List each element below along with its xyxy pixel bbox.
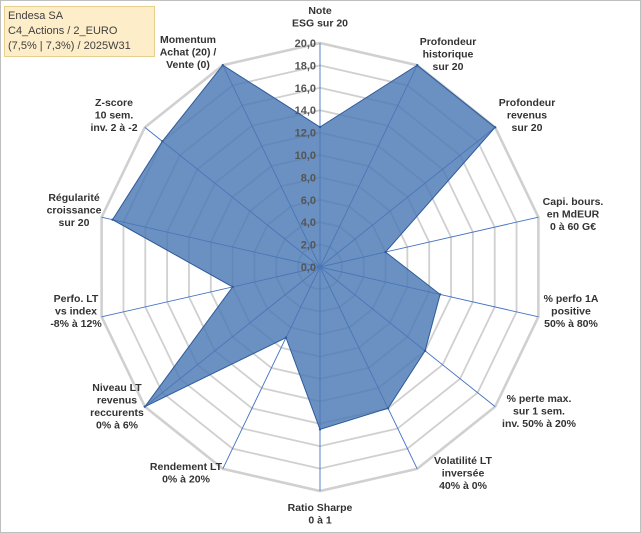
axis-label-line: 50% à 80% (544, 318, 598, 330)
axis-label-line: revenus (507, 110, 547, 122)
axis-label-line: inv. 2 à -2 (90, 122, 137, 134)
tick-label: 12,0 (295, 128, 316, 140)
axis-label-line: sur 20 (433, 61, 464, 73)
tick-label: 6,0 (301, 195, 316, 207)
axis-label: Profondeur revenus sur 20 (499, 97, 556, 134)
info-period: (7,5% | 7,3%) / 2025W31 (8, 40, 131, 52)
tick-label: 10,0 (295, 150, 316, 162)
axis-label-line: inv. 50% à 20% (502, 418, 577, 430)
radar-tick-labels: 0,0 2,0 4,0 6,0 8,0 10,0 12,0 14,0 16,0 18,0 20,0 (295, 38, 316, 274)
axis-label-line: Z-score (95, 97, 133, 109)
axis-label-line: Niveau LT (92, 382, 142, 394)
data-point (415, 63, 419, 67)
tick-label: 8,0 (301, 172, 316, 184)
axis-label-line: Ratio Sharpe (288, 502, 353, 514)
axis-label-line: Rendement LT (150, 461, 223, 473)
axis-label-line: 40% à 0% (439, 480, 488, 492)
axis-label-line: reccurents (90, 407, 144, 419)
axis-label-line: 10 sem. (95, 110, 134, 122)
axis-label: Volatilité LT inversée 40% à 0% (434, 455, 493, 492)
axis-label-line: % perte max. (507, 393, 572, 405)
axis-label: Ratio Sharpe 0 à 1 (288, 502, 353, 527)
axis-label: Perfo. LT vs index -8% à 12% (50, 293, 102, 330)
axis-label-line: 0 à 60 G€ (550, 221, 596, 233)
data-point (386, 407, 390, 410)
axis-label: Momentum Achat (20) / Vente (0) (160, 34, 217, 71)
axis-label: Z-score 10 sem. inv. 2 à -2 (90, 97, 137, 134)
data-point (221, 63, 225, 67)
axis-label-line: croissance (47, 205, 102, 217)
axis-label-line: Profondeur (420, 36, 477, 48)
axis-label-line: sur 20 (512, 122, 543, 134)
radar-series (111, 63, 497, 431)
axis-label-line: en MdEUR (547, 209, 600, 221)
axis-label-line: historique (423, 49, 474, 61)
data-point (318, 428, 322, 431)
tick-label: 14,0 (295, 105, 316, 117)
axis-label: % perfo 1A positive 50% à 80% (544, 293, 599, 330)
axis-label-line: Achat (20) / (160, 47, 217, 59)
data-point (384, 250, 387, 254)
tick-label: 18,0 (295, 60, 316, 72)
axis-label: Note ESG sur 20 (292, 5, 348, 30)
axis-label-line: Régularité (48, 192, 100, 204)
axis-label-line: Vente (0) (166, 59, 210, 71)
axis-label-line: Note (308, 5, 331, 17)
info-company-name: Endesa SA (8, 10, 64, 22)
data-point (493, 126, 497, 129)
axis-label-line: Capi. bours. (543, 196, 604, 208)
data-point (438, 293, 442, 296)
tick-label: 0,0 (301, 262, 316, 274)
data-point (143, 405, 147, 408)
data-point (231, 285, 234, 289)
axis-label-line: -8% à 12% (50, 318, 102, 330)
tick-label: 20,0 (295, 38, 316, 50)
axis-label-line: Perfo. LT (54, 293, 99, 305)
axis-label-line: inversée (442, 468, 485, 480)
axis-label-line: ESG sur 20 (292, 18, 348, 30)
axis-label-line: 0 à 1 (308, 515, 332, 527)
info-box: Endesa SA C4_Actions / 2_EURO (7,5% | 7,… (4, 6, 155, 57)
axis-label: Rendement LT 0% à 20% (150, 461, 223, 486)
axis-label-line: sur 1 sem. (513, 406, 565, 418)
data-point (423, 349, 427, 352)
tick-label: 2,0 (301, 240, 316, 252)
axis-label-line: revenus (97, 395, 137, 407)
data-point (111, 218, 114, 221)
axis-label-line: 0% à 20% (162, 474, 211, 486)
axis-label: Régularité croissance sur 20 (47, 192, 102, 229)
axis-label-line: sur 20 (59, 217, 90, 229)
info-category: C4_Actions / 2_EURO (8, 25, 118, 37)
axis-label: Capi. bours. en MdEUR 0 à 60 G€ (543, 196, 604, 233)
axis-label: % perte max. sur 1 sem. inv. 50% à 20% (502, 393, 577, 430)
axis-label-line: Volatilité LT (434, 455, 493, 467)
tick-label: 4,0 (301, 217, 316, 229)
data-point (284, 336, 288, 339)
data-point (318, 125, 322, 129)
axis-label-line: positive (551, 306, 591, 318)
axis-label-line: % perfo 1A (544, 293, 599, 305)
axis-label: Profondeur historique sur 20 (420, 36, 477, 73)
axis-label-line: Momentum (160, 34, 216, 46)
axis-label-line: 0% à 6% (96, 420, 139, 432)
tick-label: 16,0 (295, 83, 316, 95)
data-point (161, 140, 164, 143)
axis-label-line: vs index (55, 306, 97, 318)
axis-label: Niveau LT revenus reccurents 0% à 6% (90, 382, 144, 432)
axis-label-line: Profondeur (499, 97, 556, 109)
